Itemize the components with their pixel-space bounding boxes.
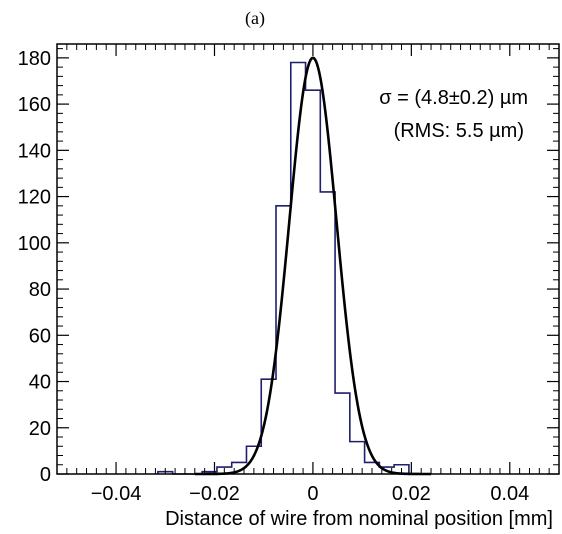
x-tick-label: 0.02 xyxy=(392,483,431,505)
rms-annotation: (RMS: 5.5 µm) xyxy=(394,120,524,142)
histogram-bin xyxy=(306,90,321,474)
x-axis-label: Distance of wire from nominal position [… xyxy=(165,508,553,530)
ticks-layer: 0 20 40 60 80 100 120 140 160 180 −0.04 −0.02 0 0.02 0… xyxy=(18,44,560,505)
x-tick-label: −0.02 xyxy=(189,483,240,505)
y-tick-label: 160 xyxy=(18,94,51,116)
plot-frame xyxy=(56,43,560,475)
sigma-annotation: σ = (4.8±0.2) µm xyxy=(379,87,528,109)
y-tick-label: 80 xyxy=(29,279,51,301)
x-tick-label: 0 xyxy=(307,483,318,505)
y-tick-label: 180 xyxy=(18,48,51,70)
x-tick-label: 0.04 xyxy=(490,483,529,505)
histogram-bin xyxy=(320,192,335,474)
y-tick-label: 0 xyxy=(40,464,51,486)
y-tick-label: 100 xyxy=(18,233,51,255)
y-tick-label: 20 xyxy=(29,418,51,440)
x-tick-label: −0.04 xyxy=(91,483,142,505)
histogram-bin xyxy=(335,393,350,474)
panel-label: (a) xyxy=(245,8,265,29)
histogram-outline xyxy=(157,61,424,475)
y-tick-label: 40 xyxy=(29,372,51,394)
y-tick-label: 60 xyxy=(29,325,51,347)
histogram-layer xyxy=(157,61,424,475)
y-tick-label: 120 xyxy=(18,187,51,209)
y-tick-label: 140 xyxy=(18,140,51,162)
